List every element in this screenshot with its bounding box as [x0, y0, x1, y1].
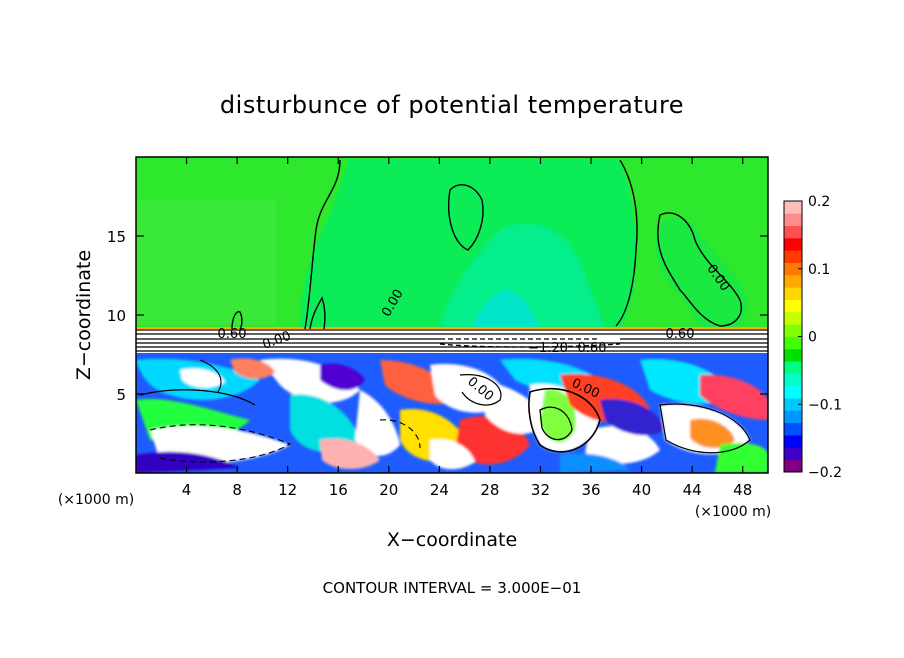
contour-lower-6	[659, 403, 751, 454]
x-tick-label: 4	[182, 481, 192, 499]
x-axis: 4 8 12 16 20 24 28 32 36 40 44 48	[182, 157, 752, 499]
colorbar-swatch	[784, 213, 802, 227]
colorbar-swatch	[784, 361, 802, 374]
contour-zero-right	[657, 212, 742, 327]
x-tick-label: 32	[531, 481, 550, 499]
colorbar-swatch	[784, 250, 802, 263]
contour-zero-spike2	[231, 311, 243, 330]
right-plume	[655, 216, 749, 329]
colorbar-swatches	[784, 201, 802, 473]
colorbar: 0.2 0.1 0 −0.1 −0.2	[783, 194, 842, 481]
contour-interval-note: CONTOUR INTERVAL = 3.000E−01	[323, 579, 582, 597]
colorbar-ticks: 0.2 0.1 0 −0.1 −0.2	[798, 194, 842, 481]
colorbar-swatch	[784, 435, 802, 448]
y-tick-label: 5	[116, 386, 126, 404]
colorbar-swatch	[784, 373, 802, 387]
colorbar-swatch	[784, 459, 802, 473]
colorbar-swatch	[784, 299, 802, 313]
colorbar-swatch	[784, 225, 802, 239]
colorbar-swatch	[784, 348, 802, 362]
plot-area: 0.60 0.60 0.00 0.00 0.00 0.00 0.00 −1.20…	[136, 157, 768, 473]
colorbar-swatch	[784, 385, 802, 399]
x-tick-label: 12	[278, 481, 297, 499]
colorbar-tick-label: 0.1	[808, 262, 830, 278]
y-axis: 5 10 15	[107, 228, 768, 404]
contour-zero-spike1	[309, 296, 326, 330]
x-axis-label: X−coordinate	[387, 529, 517, 551]
y-tick-label: 15	[107, 228, 126, 246]
x-tick-label: 28	[480, 481, 499, 499]
contour-zero-plume	[304, 159, 638, 330]
colorbar-tick-label: 0.2	[808, 194, 830, 210]
inversion-top-strip	[136, 327, 768, 329]
contour-label: 0.60	[666, 327, 695, 342]
colorbar-swatch	[784, 311, 802, 325]
contour-lower-5	[459, 374, 502, 406]
x-unit-label-left: (×1000 m)	[58, 492, 134, 508]
central-plume-cyan	[470, 290, 540, 329]
colorbar-swatch	[784, 274, 802, 288]
x-tick-label: 48	[733, 481, 752, 499]
contour-lower-8	[199, 359, 222, 393]
contour-lower-3	[528, 387, 601, 453]
colorbar-swatch	[784, 422, 802, 436]
colorbar-swatch	[784, 287, 802, 300]
contour-label: 0.60	[578, 341, 607, 356]
contour-lower-2	[149, 424, 292, 463]
x-unit-label-right: (×1000 m)	[695, 504, 771, 520]
x-tick-label: 24	[430, 481, 449, 499]
contour-lines	[139, 159, 751, 463]
central-plume-core	[440, 223, 605, 329]
x-tick-label: 16	[329, 481, 348, 499]
y-tick-label: 10	[107, 307, 126, 325]
x-tick-label: 36	[581, 481, 600, 499]
inversion-lines	[136, 329, 768, 352]
x-tick-label: 40	[632, 481, 651, 499]
colorbar-tick-label: −0.2	[808, 465, 842, 481]
colorbar-swatch	[784, 201, 802, 214]
colorbar-swatch	[784, 324, 802, 337]
x-tick-label: 20	[379, 481, 398, 499]
contour-lower-1	[139, 389, 256, 406]
inversion-band	[136, 329, 768, 353]
contour-lower-4	[539, 406, 573, 441]
colorbar-tick-label: −0.1	[808, 397, 842, 413]
colorbar-swatch	[784, 410, 802, 424]
turbulent-patches	[136, 358, 768, 473]
chart-title: disturbunce of potential temperature	[220, 91, 684, 119]
colorbar-swatch	[784, 262, 802, 276]
y-axis-label: Z−coordinate	[73, 250, 95, 380]
colorbar-swatch	[784, 398, 802, 411]
contour-zero-island	[448, 184, 484, 251]
upper-field-shade-left	[136, 200, 276, 325]
contour-label: 0.60	[218, 327, 247, 342]
colorbar-swatch	[784, 447, 802, 461]
colorbar-swatch	[784, 336, 802, 350]
contour-lower-7	[379, 419, 421, 449]
x-tick-label: 8	[232, 481, 242, 499]
colorbar-swatch	[784, 237, 802, 251]
colorbar-tick-label: 0	[808, 330, 817, 346]
contour-label: −1.20	[528, 341, 568, 356]
x-tick-label: 44	[683, 481, 702, 499]
